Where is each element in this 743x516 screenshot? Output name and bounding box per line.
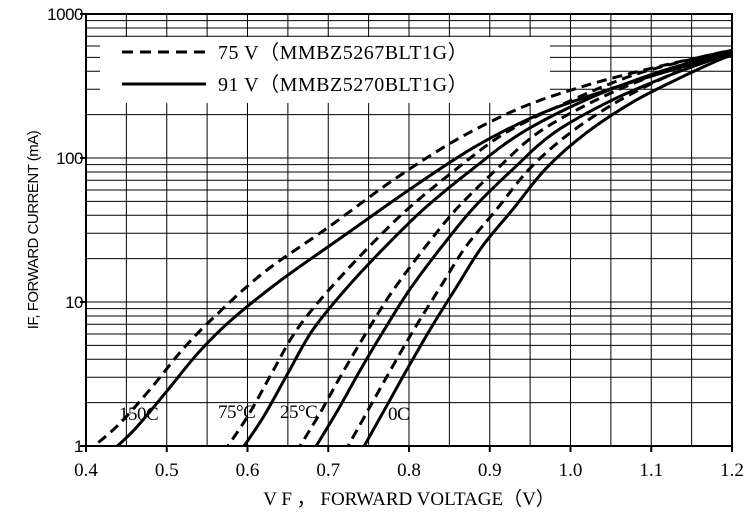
x-axis-label: V F ， FORWARD VOLTAGE（V） [263,488,555,510]
series-line-75-v-75-c [226,48,732,446]
y-tick-label: 1000 [47,5,83,24]
x-tick-label: 0.7 [316,460,340,481]
legend-label-91v: 91 V（MMBZ5270BLT1G） [218,73,468,96]
series-line-91-v-25-c [314,51,732,446]
temp-label-75c: 75°C [218,402,255,423]
y-tick-label: 1 [74,437,83,456]
x-tick-label: 0.4 [74,460,98,481]
legend-background [100,37,550,103]
y-tick-label: 100 [56,149,83,168]
x-tick-label: 1.1 [639,460,663,481]
series-line-75-v-0c [346,49,732,446]
y-axis-label: IF, FORWARD CURRENT (mA) [25,130,42,329]
series-line-75-v-25-c [298,48,732,446]
series-line-91-v-75-c [242,49,732,446]
legend: 75 V（MMBZ5267BLT1G） 91 V（MMBZ5270BLT1G） [100,37,550,103]
y-axis-ticks: 1 10 100 1000 [47,5,86,456]
series-line-75-v-150c [91,48,732,446]
legend-label-75v: 75 V（MMBZ5267BLT1G） [218,41,468,64]
temp-label-0c: 0C [388,404,409,425]
series-line-91-v-0c [362,53,732,446]
x-axis-ticks: 0.4 0.5 0.6 0.7 0.8 0.9 1.0 1.1 1.2 [74,446,743,481]
x-tick-label: 1.0 [559,460,583,481]
y-tick-label: 10 [65,293,83,312]
x-tick-label: 0.5 [155,460,179,481]
x-tick-label: 0.6 [236,460,260,481]
temperature-labels: 150C 75°C 25°C 0C [119,402,410,425]
x-tick-label: 1.2 [720,460,743,481]
x-tick-label: 0.9 [478,460,502,481]
x-tick-label: 0.8 [397,460,421,481]
temp-label-150c: 150C [119,404,158,425]
temp-label-25c: 25°C [280,402,317,423]
series-lines [91,48,732,446]
